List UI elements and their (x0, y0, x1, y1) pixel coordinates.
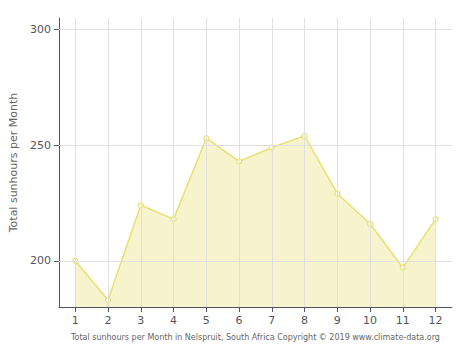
svg-text:9: 9 (334, 314, 341, 327)
svg-text:3: 3 (137, 314, 144, 327)
svg-text:10: 10 (363, 314, 377, 327)
svg-text:4: 4 (170, 314, 177, 327)
svg-text:6: 6 (236, 314, 243, 327)
svg-text:1: 1 (72, 314, 79, 327)
svg-text:12: 12 (429, 314, 443, 327)
svg-text:Total sunhours per Month: Total sunhours per Month (7, 93, 20, 234)
svg-text:7: 7 (268, 314, 275, 327)
svg-text:2: 2 (105, 314, 112, 327)
svg-text:11: 11 (396, 314, 410, 327)
svg-text:200: 200 (30, 254, 51, 267)
svg-text:250: 250 (30, 139, 51, 152)
svg-text:300: 300 (30, 23, 51, 36)
svg-text:8: 8 (301, 314, 308, 327)
svg-text:Total sunhours per Month in Ne: Total sunhours per Month in Nelspruit, S… (70, 333, 440, 342)
svg-text:5: 5 (203, 314, 210, 327)
